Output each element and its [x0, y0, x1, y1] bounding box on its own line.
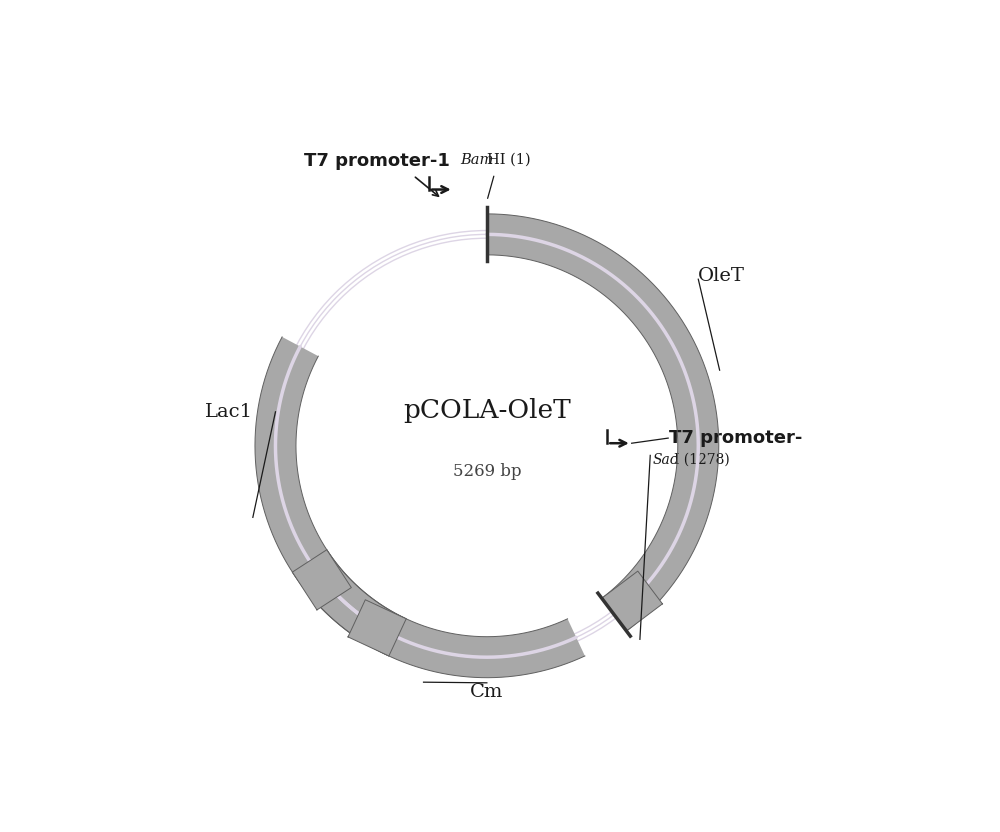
Polygon shape	[255, 337, 406, 656]
Text: Lac1: Lac1	[205, 403, 253, 421]
Text: Cm: Cm	[470, 683, 504, 701]
Text: OleT: OleT	[698, 267, 745, 285]
Text: Bam: Bam	[460, 153, 493, 167]
Text: HI (1): HI (1)	[487, 153, 530, 167]
Polygon shape	[602, 571, 662, 631]
Text: I (1278): I (1278)	[674, 453, 730, 467]
Polygon shape	[292, 550, 585, 678]
Polygon shape	[292, 550, 351, 610]
Text: T7 promoter-: T7 promoter-	[669, 429, 803, 447]
Text: pCOLA-OleT: pCOLA-OleT	[403, 398, 571, 423]
Text: 5269 bp: 5269 bp	[453, 463, 521, 480]
Polygon shape	[487, 214, 719, 631]
Text: Sac: Sac	[652, 453, 678, 467]
Polygon shape	[348, 600, 406, 656]
Text: T7 promoter-1: T7 promoter-1	[304, 151, 450, 170]
